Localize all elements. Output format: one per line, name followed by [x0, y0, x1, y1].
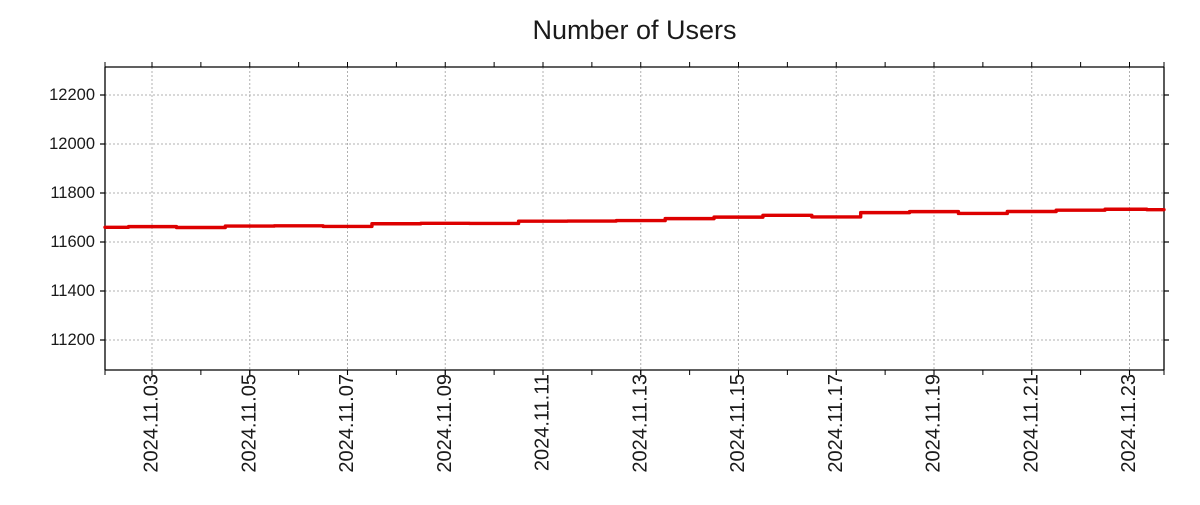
svg-text:12000: 12000	[49, 135, 95, 153]
svg-text:2024.11.17: 2024.11.17	[825, 374, 847, 473]
svg-text:2024.11.07: 2024.11.07	[336, 374, 358, 473]
svg-text:2024.11.15: 2024.11.15	[727, 374, 749, 473]
svg-text:2024.11.19: 2024.11.19	[923, 374, 945, 473]
svg-text:2024.11.23: 2024.11.23	[1118, 374, 1140, 473]
svg-text:2024.11.11: 2024.11.11	[532, 374, 554, 471]
svg-text:2024.11.21: 2024.11.21	[1020, 374, 1042, 473]
svg-text:2024.11.13: 2024.11.13	[629, 374, 651, 473]
svg-text:2024.11.03: 2024.11.03	[141, 374, 163, 473]
svg-text:2024.11.09: 2024.11.09	[434, 374, 456, 473]
svg-text:11600: 11600	[50, 233, 95, 251]
svg-text:2024.11.05: 2024.11.05	[238, 374, 260, 473]
svg-text:11400: 11400	[50, 282, 95, 300]
svg-text:11200: 11200	[50, 331, 95, 349]
svg-text:12200: 12200	[49, 86, 95, 104]
svg-text:11800: 11800	[50, 184, 95, 202]
